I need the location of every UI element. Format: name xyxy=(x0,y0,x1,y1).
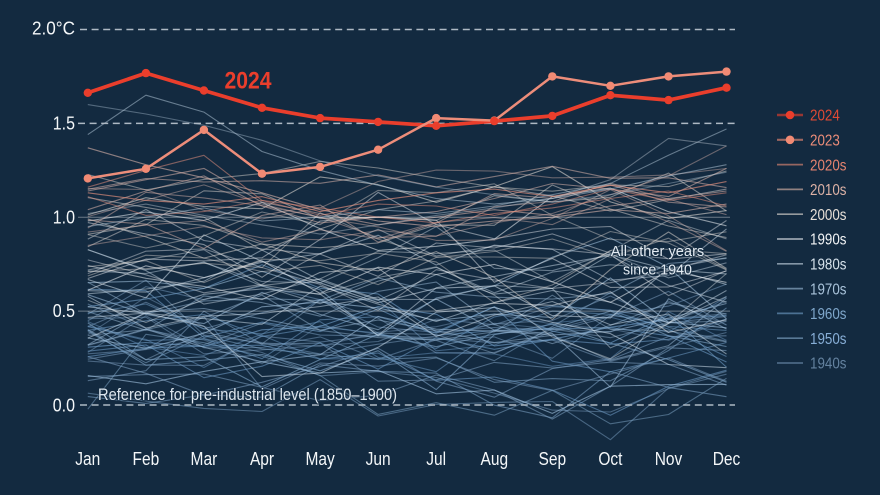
svg-text:2.0°C: 2.0°C xyxy=(32,19,75,39)
svg-text:Feb: Feb xyxy=(133,449,160,469)
svg-text:2000s: 2000s xyxy=(810,207,847,224)
svg-text:Oct: Oct xyxy=(598,449,622,469)
svg-text:0.5: 0.5 xyxy=(53,301,75,321)
svg-text:Mar: Mar xyxy=(191,449,218,469)
svg-text:since 1940: since 1940 xyxy=(623,262,692,279)
svg-text:2024: 2024 xyxy=(225,68,273,95)
svg-text:Apr: Apr xyxy=(250,449,274,469)
svg-text:Jan: Jan xyxy=(75,449,100,469)
svg-text:2023: 2023 xyxy=(810,133,840,150)
svg-text:Jul: Jul xyxy=(426,449,446,469)
svg-text:Jun: Jun xyxy=(366,449,391,469)
svg-text:May: May xyxy=(305,449,334,469)
svg-text:Dec: Dec xyxy=(713,449,741,469)
svg-text:1990s: 1990s xyxy=(810,232,847,249)
svg-text:1960s: 1960s xyxy=(810,306,847,323)
svg-text:2010s: 2010s xyxy=(810,182,847,199)
svg-text:1950s: 1950s xyxy=(810,331,847,348)
svg-text:0.0: 0.0 xyxy=(53,396,75,416)
svg-text:Nov: Nov xyxy=(655,449,683,469)
svg-text:1970s: 1970s xyxy=(810,281,847,298)
svg-text:1.5: 1.5 xyxy=(53,114,75,134)
svg-text:2020s: 2020s xyxy=(810,157,847,174)
svg-text:All other years: All other years xyxy=(611,243,705,260)
svg-text:2024: 2024 xyxy=(810,108,840,125)
svg-text:Aug: Aug xyxy=(481,449,509,469)
svg-text:1.0: 1.0 xyxy=(53,208,75,228)
svg-text:1940s: 1940s xyxy=(810,356,847,373)
svg-text:Sep: Sep xyxy=(539,449,567,469)
svg-text:1980s: 1980s xyxy=(810,257,847,274)
svg-text:Reference for pre-industrial l: Reference for pre-industrial level (1850… xyxy=(98,385,397,404)
